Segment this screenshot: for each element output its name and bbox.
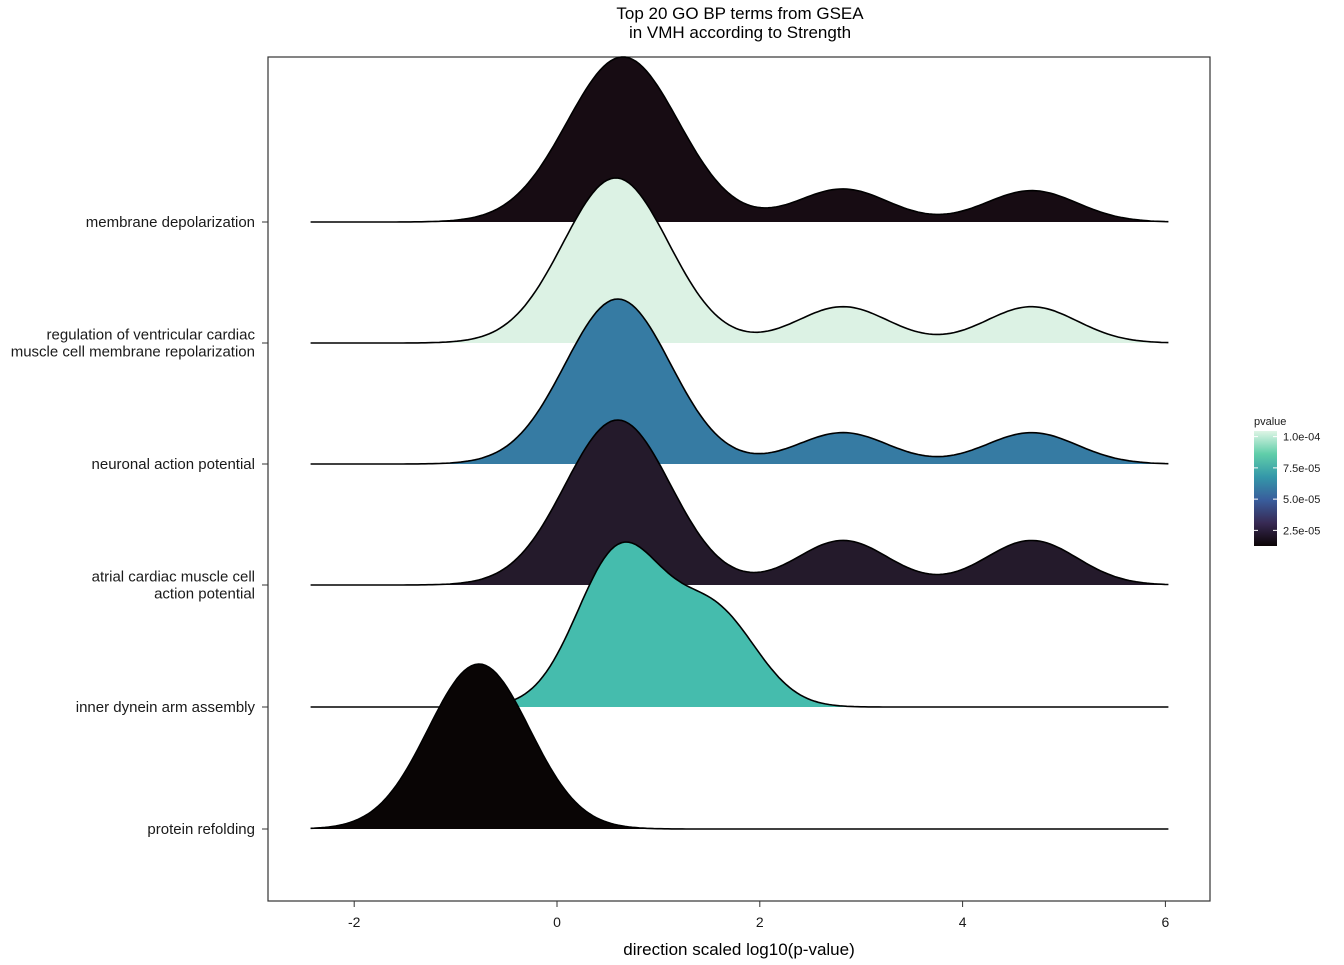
x-axis: -2 0 2 4 6 [348,901,1170,930]
y-label-1-line-0: regulation of ventricular cardiac [47,327,256,344]
chart-title-line-1: Top 20 GO BP terms from GSEA [616,4,864,23]
y-label-2-line-0: neuronal action potential [92,456,255,473]
ridge-fill-4 [310,542,1169,707]
ridges-layer [310,56,1169,830]
ridge-outline-3 [310,419,1169,586]
ridge-outline-2 [310,298,1169,465]
y-label-3-line-0: atrial cardiac muscle cell [92,569,255,586]
y-label-0-line-0: membrane depolarization [86,214,255,231]
legend-label-2: 5.0e-05 [1283,494,1320,506]
legend-title: pvalue [1254,416,1286,428]
ridge-fill-1 [310,178,1169,343]
ridge-fill-0 [310,57,1169,222]
y-label-5-line-0: protein refolding [147,821,255,838]
ridge-outline-5 [310,663,1169,830]
x-tick-label-0: -2 [348,914,361,930]
x-axis-title: direction scaled log10(p-value) [623,940,855,959]
x-tick-label-1: 0 [553,914,561,930]
x-tick-label-4: 6 [1162,914,1170,930]
y-axis-labels: membrane depolarization regulation of ven… [11,214,268,838]
x-tick-label-3: 4 [959,914,967,930]
legend-colorbar [1254,431,1277,546]
legend-label-0: 1.0e-04 [1283,432,1320,444]
y-label-4-line-0: inner dynein arm assembly [76,699,256,716]
y-label-3-line-1: action potential [154,586,255,603]
ridge-fill-5 [310,664,1169,829]
legend-label-3: 2.5e-05 [1283,525,1320,537]
ridge-outline-0 [310,56,1169,223]
ridge-fill-3 [310,420,1169,585]
chart-title-line-2: in VMH according to Strength [629,23,851,42]
color-legend: pvalue 1.0e-04 7.5e-05 5.0e-05 2.5e-05 [1254,416,1320,546]
plot-panel-border [267,56,1211,902]
ridge-outline-1 [310,177,1169,344]
x-tick-label-2: 2 [756,914,764,930]
y-label-1-line-1: muscle cell membrane repolarization [11,344,255,361]
legend-label-1: 7.5e-05 [1283,463,1320,475]
